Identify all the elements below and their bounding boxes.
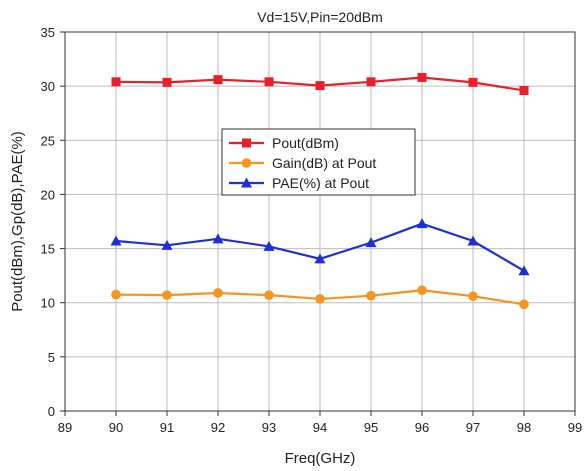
data-point	[366, 290, 376, 301]
data-point	[111, 289, 121, 300]
y-tick-label: 35	[41, 25, 55, 40]
data-point	[161, 239, 173, 250]
series-2	[111, 285, 529, 310]
data-point	[213, 288, 223, 298]
x-tick-label: 98	[517, 420, 531, 435]
data-point	[519, 299, 529, 310]
data-point	[467, 235, 479, 246]
data-point	[417, 285, 427, 296]
x-axis: 89 90 91 92 93 94 95 96 97 98 99	[58, 411, 582, 435]
series-3	[110, 218, 530, 276]
data-point	[212, 233, 224, 244]
legend-label: Gain(dB) at Pout	[272, 155, 376, 171]
x-tick-label: 95	[364, 420, 378, 435]
data-point	[264, 77, 274, 87]
y-tick-label: 10	[41, 296, 55, 311]
y-tick-label: 20	[41, 187, 55, 202]
y-axis: 0 5 10 15 20 25 30 35	[41, 25, 65, 419]
x-tick-label: 90	[109, 420, 123, 435]
y-tick-label: 5	[48, 350, 55, 365]
x-axis-label: Freq(GHz)	[285, 450, 356, 467]
x-tick-label: 93	[262, 420, 276, 435]
data-point	[366, 77, 376, 87]
y-tick-label: 15	[41, 242, 55, 257]
data-point	[315, 81, 325, 91]
x-tick-label: 96	[415, 420, 429, 435]
data-point	[110, 235, 122, 246]
data-point	[315, 294, 325, 304]
chart-title: Vd=15V,Pin=20dBm	[257, 9, 383, 25]
data-point	[416, 218, 428, 229]
data-point	[314, 253, 326, 264]
data-point	[365, 237, 377, 248]
x-tick-label: 91	[160, 420, 174, 435]
series-layer	[110, 72, 530, 310]
data-point	[162, 77, 172, 87]
legend-marker	[242, 138, 251, 148]
legend-marker	[241, 177, 252, 188]
x-tick-label: 92	[211, 420, 225, 435]
data-point	[162, 290, 172, 300]
data-point	[264, 290, 274, 300]
y-tick-label: 0	[48, 404, 55, 419]
y-tick-label: 30	[41, 79, 55, 94]
data-point	[417, 72, 427, 82]
legend: Pout(dBm) Gain(dB) at Pout PAE(%) at Pout	[221, 128, 416, 196]
y-axis-label: Pout(dBm),Gp(dB),PAE(%)	[9, 131, 26, 312]
legend-entry: PAE(%) at Pout	[229, 175, 369, 191]
data-point	[519, 85, 529, 95]
legend-label: Pout(dBm)	[272, 135, 339, 151]
x-tick-label: 97	[466, 420, 480, 435]
data-point	[468, 77, 478, 87]
x-tick-label: 99	[568, 420, 582, 435]
data-point	[213, 75, 223, 85]
data-point	[468, 291, 478, 302]
y-tick-label: 25	[41, 133, 55, 148]
data-point	[518, 265, 530, 276]
x-tick-label: 89	[58, 420, 72, 435]
legend-entry: Pout(dBm)	[229, 135, 339, 151]
legend-marker	[241, 158, 252, 168]
data-point	[111, 77, 121, 87]
legend-label: PAE(%) at Pout	[272, 175, 369, 191]
data-point	[263, 240, 275, 251]
series-1	[111, 72, 529, 95]
legend-entry: Gain(dB) at Pout	[229, 155, 376, 171]
x-tick-label: 94	[313, 420, 327, 435]
